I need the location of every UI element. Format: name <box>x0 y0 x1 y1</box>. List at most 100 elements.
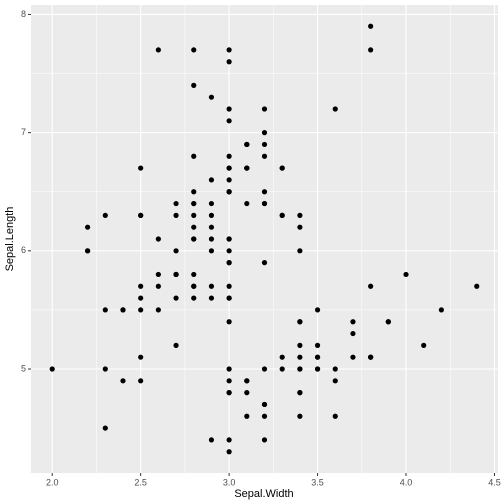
point <box>155 47 161 53</box>
point <box>297 248 303 254</box>
point <box>279 354 285 360</box>
point <box>85 224 91 230</box>
point <box>226 378 232 384</box>
point <box>279 366 285 372</box>
point <box>120 307 126 313</box>
point <box>314 354 321 360</box>
point <box>173 212 179 218</box>
panel <box>31 5 498 473</box>
y-tick-label: 5 <box>21 363 26 373</box>
point <box>385 319 391 325</box>
point <box>155 271 161 278</box>
point <box>226 165 232 171</box>
point <box>173 342 179 348</box>
point <box>226 390 232 396</box>
point <box>208 283 215 289</box>
point <box>208 437 215 443</box>
point <box>261 260 268 266</box>
point <box>226 437 232 443</box>
point <box>244 413 250 419</box>
point <box>438 307 444 313</box>
point <box>191 271 197 278</box>
point <box>261 106 268 112</box>
point <box>226 236 232 242</box>
point <box>155 307 161 313</box>
point <box>226 366 232 372</box>
point <box>208 177 215 183</box>
point <box>138 283 144 289</box>
point <box>403 271 409 278</box>
point <box>368 283 374 289</box>
point <box>226 153 232 159</box>
point <box>208 248 215 254</box>
point <box>474 283 480 289</box>
point <box>261 141 268 148</box>
point <box>226 319 232 325</box>
point <box>102 307 108 313</box>
point <box>332 366 338 372</box>
point <box>297 390 303 396</box>
point <box>368 23 374 29</box>
point <box>261 401 268 408</box>
point <box>297 342 303 348</box>
y-axis-title: Sepal.Length <box>4 207 16 272</box>
point <box>314 366 321 372</box>
point <box>226 47 232 53</box>
point <box>138 378 144 384</box>
point <box>421 342 427 348</box>
point <box>138 165 144 171</box>
point <box>191 283 197 289</box>
y-tick-label: 6 <box>21 245 26 255</box>
point <box>191 47 197 53</box>
point <box>173 271 179 278</box>
point <box>226 106 232 112</box>
point <box>138 354 144 360</box>
x-tick-label: 2.0 <box>46 477 59 487</box>
point <box>226 260 232 266</box>
point <box>226 177 232 183</box>
point <box>279 165 285 171</box>
x-tick-label: 3.0 <box>223 477 236 487</box>
point <box>120 378 126 384</box>
point <box>332 413 338 419</box>
point <box>350 319 356 325</box>
point <box>226 449 232 455</box>
point <box>244 378 250 384</box>
point <box>261 130 268 136</box>
point <box>279 212 285 218</box>
point <box>138 295 144 301</box>
point <box>173 248 179 254</box>
point <box>350 330 356 337</box>
point <box>297 366 303 372</box>
point <box>191 236 197 242</box>
point <box>138 307 144 313</box>
point <box>191 212 197 218</box>
point <box>226 248 232 254</box>
point <box>191 82 197 88</box>
point <box>226 189 232 195</box>
point <box>261 366 268 372</box>
x-axis-title: Sepal.Width <box>234 488 293 500</box>
point <box>297 319 303 325</box>
point <box>191 153 197 159</box>
point <box>261 189 268 195</box>
point <box>155 236 161 242</box>
point <box>191 295 197 301</box>
point <box>226 59 232 65</box>
point <box>244 390 250 396</box>
point <box>226 283 232 289</box>
point <box>368 47 374 53</box>
point <box>261 413 268 419</box>
point <box>49 366 55 372</box>
x-tick-label: 3.5 <box>311 477 324 487</box>
point <box>208 236 215 242</box>
point <box>244 141 250 148</box>
point <box>102 366 108 372</box>
point <box>297 224 303 230</box>
point <box>191 189 197 195</box>
point <box>226 295 232 301</box>
point <box>102 425 108 431</box>
point <box>138 212 144 218</box>
